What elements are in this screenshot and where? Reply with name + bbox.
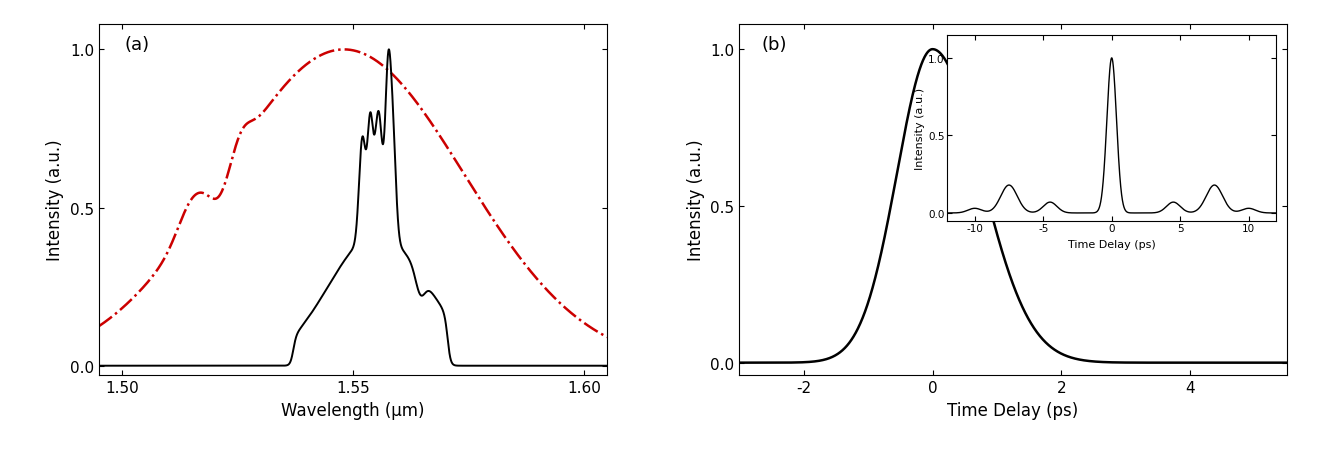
X-axis label: Wavelength (μm): Wavelength (μm)	[281, 401, 425, 419]
Text: (b): (b)	[762, 35, 787, 54]
Y-axis label: Intensity (a.u.): Intensity (a.u.)	[686, 140, 705, 261]
X-axis label: Time Delay (ps): Time Delay (ps)	[948, 401, 1078, 419]
Y-axis label: Intensity (a.u.): Intensity (a.u.)	[46, 140, 65, 261]
Text: (a): (a)	[124, 35, 149, 54]
